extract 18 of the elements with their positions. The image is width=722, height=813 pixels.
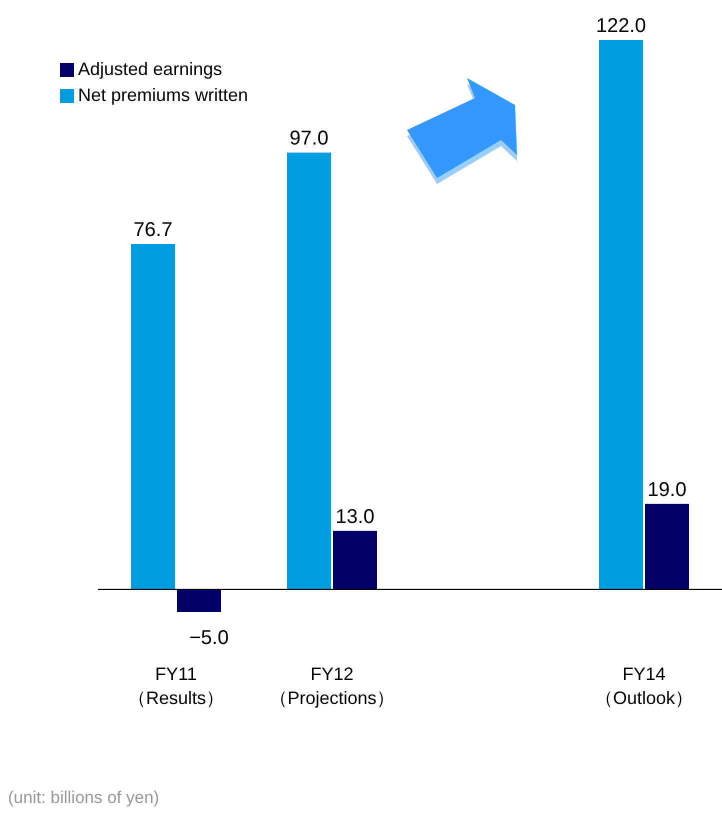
bar — [177, 589, 221, 612]
data-label: 122.0 — [596, 15, 646, 37]
data-label: −5.0 — [189, 626, 229, 649]
bar — [333, 530, 377, 590]
data-label: 19.0 — [648, 478, 686, 501]
x-tick-label: FY14 （Outlook） — [594, 664, 694, 708]
bar — [645, 504, 689, 590]
data-label: 76.7 — [134, 219, 172, 242]
bar — [287, 152, 331, 590]
data-label: 97.0 — [290, 128, 328, 150]
legend-label: Net premiums written — [78, 85, 248, 105]
bar — [131, 244, 175, 590]
data-label: 13.0 — [336, 506, 374, 528]
x-tick-label: FY11 （Results） — [128, 664, 224, 708]
legend-label: Adjusted earnings — [78, 59, 222, 79]
bar — [599, 40, 643, 590]
text: (unit: billions of yen) — [8, 788, 160, 808]
x-tick-label: FY12 （Projections） — [269, 664, 395, 708]
